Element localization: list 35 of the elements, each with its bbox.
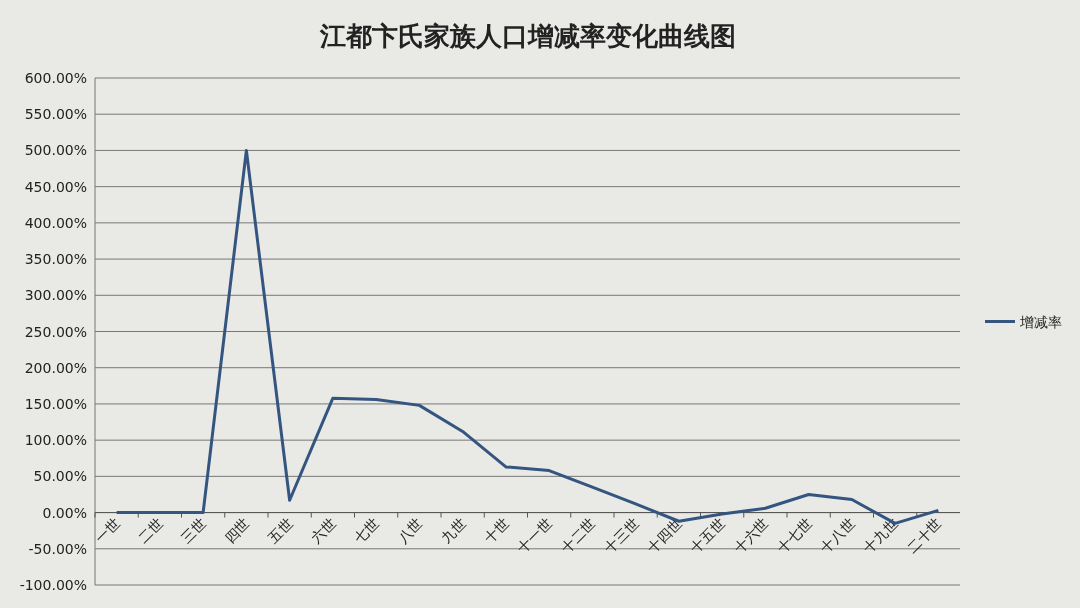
y-tick-label: 0.00%	[42, 504, 87, 521]
x-tick-label: 四世	[221, 515, 253, 547]
y-tick-label: 300.00%	[24, 287, 87, 304]
x-tick-label: 十六世	[730, 515, 772, 557]
x-tick-label: 八世	[394, 515, 426, 547]
x-tick-label: 十世	[480, 515, 512, 547]
y-tick-label: 350.00%	[24, 251, 87, 268]
y-tick-label: -50.00%	[28, 540, 87, 557]
x-tick-label: 七世	[351, 515, 383, 547]
x-tick-label: 五世	[264, 515, 296, 547]
x-tick-label: 十八世	[816, 515, 858, 557]
x-tick-label: 九世	[437, 515, 469, 547]
x-tick-label: 十二世	[557, 515, 599, 557]
x-tick-label: 三世	[178, 515, 210, 547]
y-tick-label: 100.00%	[24, 432, 87, 449]
legend-label: 增减率	[1019, 313, 1062, 330]
x-tick-label: 二十世	[903, 515, 945, 557]
chart-title: 江都卞氏家族人口增减率变化曲线图	[318, 21, 736, 51]
x-tick-label: 十五世	[687, 515, 729, 557]
x-tick-label: 十七世	[773, 515, 815, 557]
y-tick-label: 500.00%	[24, 142, 87, 159]
x-tick-label: 一世	[91, 515, 123, 547]
x-tick-label: 六世	[307, 515, 339, 547]
y-tick-label: 550.00%	[24, 106, 87, 123]
y-tick-label: 150.00%	[24, 395, 87, 412]
x-tick-label: 十一世	[514, 515, 556, 557]
y-tick-label: -100.00%	[19, 577, 87, 593]
y-tick-label: 450.00%	[24, 178, 87, 195]
y-tick-label: 200.00%	[24, 359, 87, 376]
y-tick-label: 250.00%	[24, 323, 87, 340]
x-tick-label: 十三世	[600, 515, 642, 557]
x-tick-label: 二世	[134, 515, 166, 547]
y-tick-label: 400.00%	[24, 214, 87, 231]
y-tick-label: 600.00%	[24, 70, 87, 86]
y-tick-label: 50.00%	[33, 468, 87, 485]
